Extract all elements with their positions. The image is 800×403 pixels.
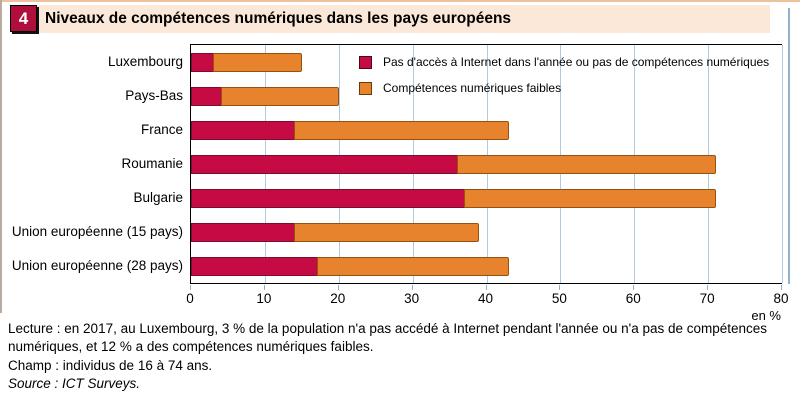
page-border-left xyxy=(0,0,2,313)
lecture-text: Lecture : en 2017, au Luxembourg, 3 % de… xyxy=(8,321,768,354)
x-tick-label: 60 xyxy=(625,291,641,306)
bar-segment-no-internet xyxy=(191,188,465,208)
plot-area: Pas d'accès à Internet dans l'année ou p… xyxy=(190,44,783,284)
category-labels: Luxembourg Pays-Bas France Roumanie Bulgarie… xyxy=(0,44,183,282)
bar-segment-low-skills xyxy=(464,188,716,208)
legend-label: Compétences numériques faibles xyxy=(383,81,562,95)
bar-segment-no-internet xyxy=(191,120,295,140)
bar-chart: Luxembourg Pays-Bas France Roumanie Bulgarie… xyxy=(0,38,800,323)
x-tick-label: 30 xyxy=(404,291,420,306)
x-tick-mark xyxy=(263,285,265,290)
bar-row xyxy=(191,147,782,181)
legend-item: Compétences numériques faibles xyxy=(359,81,789,95)
x-tick-mark xyxy=(485,285,487,290)
bar-segment-low-skills xyxy=(220,86,339,106)
x-axis-unit-label: en % xyxy=(751,308,781,323)
page-border-top xyxy=(0,0,800,2)
x-tick-label: 80 xyxy=(773,291,789,306)
bar-segment-low-skills xyxy=(213,52,302,72)
x-tick-mark xyxy=(633,285,635,290)
x-tick-mark xyxy=(190,285,191,290)
bar-segment-no-internet xyxy=(191,222,295,242)
bar-segment-no-internet xyxy=(191,256,317,276)
category-label: Luxembourg xyxy=(107,53,183,69)
bar-segment-low-skills xyxy=(294,222,480,242)
legend: Pas d'accès à Internet dans l'année ou p… xyxy=(359,55,789,107)
category-label: Pays-Bas xyxy=(125,87,183,103)
bar-segment-low-skills xyxy=(316,256,509,276)
x-tick-label: 20 xyxy=(330,291,346,306)
x-tick-mark xyxy=(411,285,413,290)
bar-row xyxy=(191,181,782,215)
x-tick-mark xyxy=(337,285,339,290)
category-label: Union européenne (15 pays) xyxy=(11,223,183,239)
x-tick-label: 50 xyxy=(551,291,567,306)
bars-container xyxy=(191,45,782,283)
category-label: Roumanie xyxy=(121,155,183,171)
bar-row xyxy=(191,79,782,113)
bar-row xyxy=(191,113,782,147)
bar-segment-low-skills xyxy=(456,154,716,174)
figure-header: 4 Niveaux de compétences numériques dans… xyxy=(10,5,770,35)
legend-swatch-orange xyxy=(359,82,372,95)
legend-label: Pas d'accès à Internet dans l'année ou p… xyxy=(383,55,770,69)
x-tick-mark xyxy=(707,285,709,290)
bar-segment-no-internet xyxy=(191,86,221,106)
page-border-right xyxy=(788,8,790,284)
bar-segment-no-internet xyxy=(191,154,457,174)
champ-text: Champ : individus de 16 à 74 ans. xyxy=(8,357,213,373)
category-label: Union européenne (28 pays) xyxy=(11,257,183,273)
legend-item: Pas d'accès à Internet dans l'année ou p… xyxy=(359,55,789,69)
bar-row xyxy=(191,249,782,283)
category-label: France xyxy=(140,121,183,137)
figure-notes: Lecture : en 2017, au Luxembourg, 3 % de… xyxy=(8,320,790,394)
x-axis: en % 0 10 20 30 40 50 60 70 80 xyxy=(186,285,789,325)
x-tick-label: 0 xyxy=(186,291,194,306)
x-tick-label: 40 xyxy=(477,291,494,306)
bar-segment-no-internet xyxy=(191,52,214,72)
gridline xyxy=(782,45,783,283)
x-tick-label: 10 xyxy=(256,291,272,306)
title-strip: Niveaux de compétences numériques dans l… xyxy=(31,5,770,33)
bar-segment-low-skills xyxy=(294,120,509,140)
source-text: Source : ICT Surveys. xyxy=(8,376,141,392)
bar-row xyxy=(191,45,782,79)
x-tick-label: 70 xyxy=(699,291,715,306)
x-tick-mark xyxy=(781,285,782,290)
x-tick-mark xyxy=(559,285,561,290)
figure-title: Niveaux de compétences numériques dans l… xyxy=(45,10,512,27)
bar-row xyxy=(191,215,782,249)
category-label: Bulgarie xyxy=(133,189,183,205)
figure-number-badge: 4 xyxy=(10,5,37,32)
legend-swatch-red xyxy=(359,56,372,69)
